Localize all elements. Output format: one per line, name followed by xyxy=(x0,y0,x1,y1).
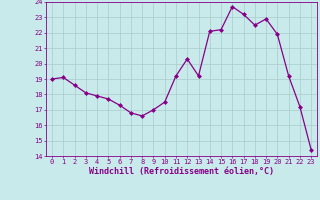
X-axis label: Windchill (Refroidissement éolien,°C): Windchill (Refroidissement éolien,°C) xyxy=(89,167,274,176)
